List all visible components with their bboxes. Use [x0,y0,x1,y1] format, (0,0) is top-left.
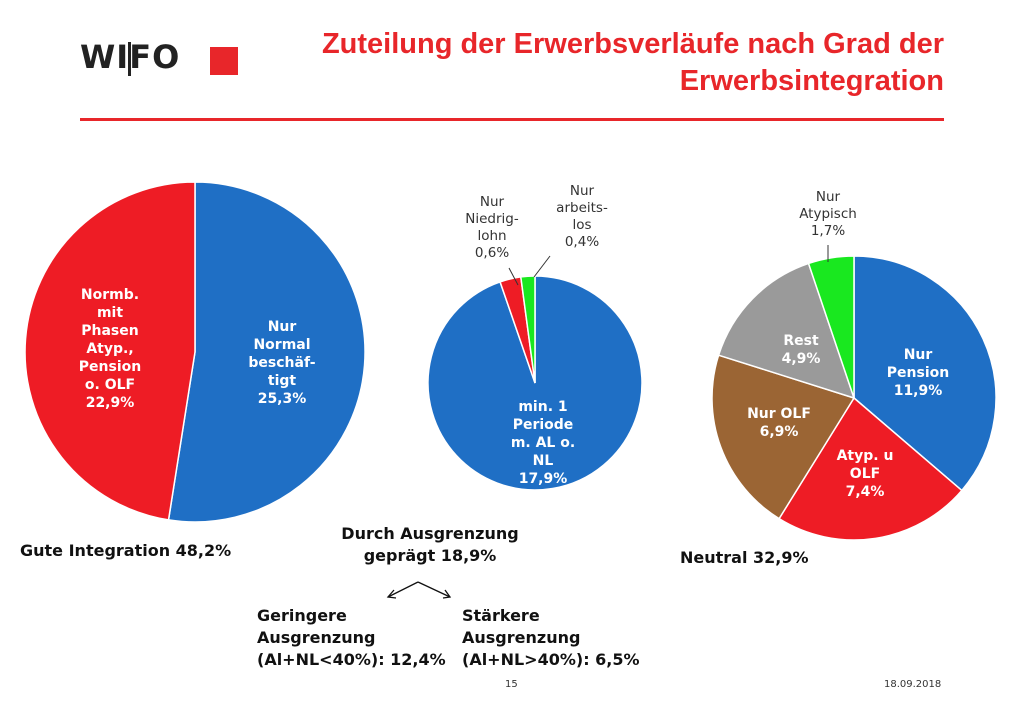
page-number: 15 [505,679,518,690]
pie2-slice-1 [778,396,963,541]
leader-line-arbeitslos [533,255,551,278]
pie-ausgrenzung [427,275,643,491]
pie2-slice-2 [711,354,856,520]
pie2-label-rest: Rest 4,9% [781,333,821,367]
pie0-label-normb: Normb. mit Phasen Atyp., Pension o. OLF … [78,287,142,411]
pie2-label-nur-olf: Nur OLF 6,9% [747,406,811,440]
pie0-slice-1 [24,181,196,521]
arrow-left [387,581,419,598]
pie-neutral [711,255,997,541]
arrow-left-head [386,589,397,599]
pie1-label-arbeitslos: Nur arbeits- los 0,4% [556,183,608,250]
title-divider [80,118,944,121]
arrow-right-head [442,589,452,599]
pie2-label-nur-pension: Nur Pension 11,9% [886,347,950,399]
footer-date: 18.09.2018 [884,679,942,690]
pie2-slice-3 [717,262,856,400]
leader-line-niedriglohn [508,267,519,286]
logo-square-icon [210,47,238,75]
pie2-label-atyp-olf: Atyp. u OLF 7,4% [836,448,894,500]
caption-ausgrenzung: Durch Ausgrenzung geprägt 18,9% [341,524,519,565]
pie-gute-integration [24,181,366,523]
pie2-slice-0 [853,255,997,492]
caption-gute-integration: Gute Integration 48,2% [20,541,232,560]
caption-staerkere: Stärkere Ausgrenzung (Al+NL>40%): 6,5% [462,606,640,669]
caption-geringere: Geringere Ausgrenzung (Al+NL<40%): 12,4% [257,606,446,669]
pie1-label-min-periode: min. 1 Periode m. AL o. NL 17,9% [510,399,576,487]
caption-neutral: Neutral 32,9% [680,548,809,567]
pie0-slice-0 [167,181,366,523]
page-title: Zuteilung der Erwerbsverläufe nach Grad … [321,28,944,97]
logo-bar [128,42,131,76]
pie2-label-nur-atypisch: Nur Atypisch 1,7% [799,189,857,239]
pie0-label-nur-normal: Nur Normal beschäf- tigt 25,3% [248,319,316,407]
pie1-label-niedriglohn: Nur Niedrig- lohn 0,6% [465,194,519,261]
arrow-right [417,581,451,598]
pie2-slice-4 [807,255,855,399]
